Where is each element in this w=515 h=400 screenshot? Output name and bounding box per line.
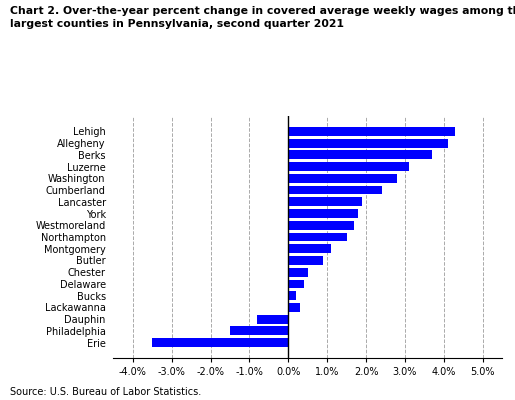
- Bar: [288, 162, 409, 171]
- Bar: [288, 186, 382, 194]
- Text: Chart 2. Over-the-year percent change in covered average weekly wages among the
: Chart 2. Over-the-year percent change in…: [10, 6, 515, 29]
- Bar: [288, 244, 331, 253]
- Bar: [288, 150, 432, 159]
- Bar: [288, 280, 304, 288]
- Bar: [288, 127, 455, 136]
- Bar: [288, 198, 362, 206]
- Bar: [288, 174, 397, 183]
- Bar: [257, 315, 288, 324]
- Bar: [230, 326, 288, 335]
- Bar: [288, 139, 448, 148]
- Text: Source: U.S. Bureau of Labor Statistics.: Source: U.S. Bureau of Labor Statistics.: [10, 387, 201, 397]
- Bar: [288, 256, 323, 265]
- Bar: [288, 209, 358, 218]
- Bar: [288, 233, 347, 242]
- Bar: [288, 268, 307, 277]
- Bar: [152, 338, 288, 347]
- Bar: [288, 303, 300, 312]
- Bar: [288, 291, 296, 300]
- Bar: [288, 221, 354, 230]
